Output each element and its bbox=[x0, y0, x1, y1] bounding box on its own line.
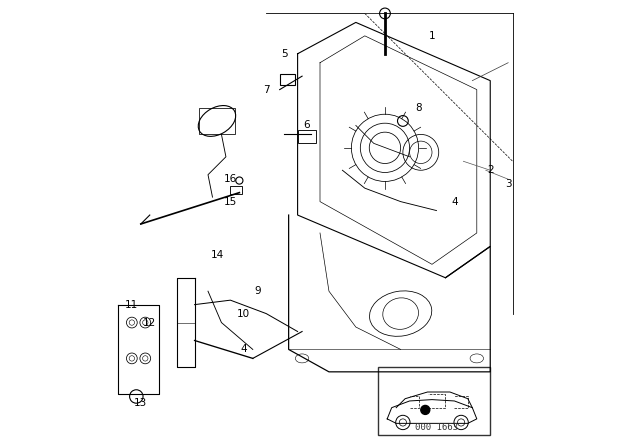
Text: 13: 13 bbox=[134, 398, 147, 408]
Text: 1: 1 bbox=[429, 31, 435, 41]
Bar bbox=[298, 130, 316, 143]
Text: 10: 10 bbox=[237, 309, 250, 319]
Text: 14: 14 bbox=[211, 250, 223, 260]
Text: 12: 12 bbox=[143, 318, 156, 327]
Bar bbox=[230, 186, 242, 194]
Text: 000 1663: 000 1663 bbox=[415, 423, 458, 432]
Text: 8: 8 bbox=[415, 103, 422, 112]
Bar bbox=[378, 367, 490, 435]
Text: 16: 16 bbox=[224, 174, 237, 184]
Text: 3: 3 bbox=[505, 179, 511, 189]
Text: 4: 4 bbox=[241, 345, 247, 354]
Circle shape bbox=[421, 405, 430, 414]
Text: 9: 9 bbox=[254, 286, 260, 296]
Text: 6: 6 bbox=[303, 121, 310, 130]
Bar bbox=[280, 74, 296, 85]
Text: 4: 4 bbox=[451, 197, 458, 207]
Text: 2: 2 bbox=[487, 165, 493, 175]
Text: 11: 11 bbox=[125, 300, 138, 310]
Circle shape bbox=[380, 8, 390, 19]
Text: 5: 5 bbox=[281, 49, 287, 59]
Text: 7: 7 bbox=[263, 85, 269, 95]
Text: 15: 15 bbox=[224, 197, 237, 207]
